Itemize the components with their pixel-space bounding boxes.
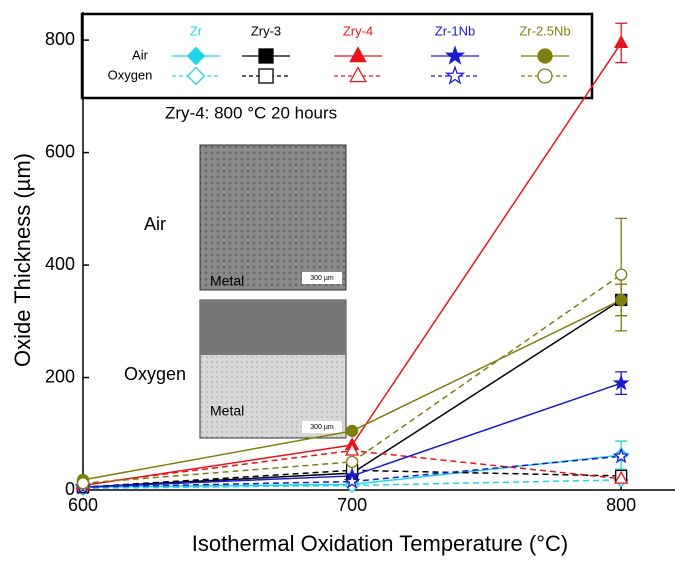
x-tick-label: 800: [606, 495, 636, 515]
marker: [350, 48, 365, 62]
marker: [350, 68, 365, 82]
marker: [538, 69, 552, 83]
oxide-layer: [200, 300, 346, 355]
marker: [259, 69, 273, 83]
legend-label: Zry-4: [343, 23, 373, 38]
y-tick-label: 600: [45, 141, 75, 161]
marker: [347, 456, 358, 467]
marker: [616, 269, 627, 280]
legend-row-label: Oxygen: [108, 67, 153, 82]
chart: 6007008000200400600800Isothermal Oxidati…: [0, 0, 675, 558]
marker: [78, 478, 89, 489]
inset-label: Oxygen: [124, 364, 186, 384]
legend-label: Zr-1Nb: [435, 23, 475, 38]
x-tick-label: 700: [337, 495, 367, 515]
marker: [447, 47, 464, 63]
legend-label: Zry-3: [251, 23, 281, 38]
x-axis-label: Isothermal Oxidation Temperature (°C): [192, 531, 568, 556]
y-tick-label: 400: [45, 254, 75, 274]
legend-label: Zr-2.5Nb: [519, 23, 570, 38]
y-axis-label: Oxide Thickness (µm): [10, 153, 35, 367]
marker: [188, 48, 205, 65]
marker: [447, 67, 464, 83]
y-tick-label: 200: [45, 366, 75, 386]
marker: [347, 425, 358, 436]
marker: [188, 68, 205, 85]
series-line: [83, 43, 621, 486]
legend-row-label: Air: [132, 47, 149, 62]
scale-label: 300 µm: [310, 275, 334, 282]
marker: [259, 49, 273, 63]
marker: [538, 49, 552, 63]
annotation: Zry-4: 800 °C 20 hours: [165, 103, 337, 122]
y-tick-label: 0: [65, 479, 75, 499]
legend-label: Zr: [190, 23, 203, 38]
scale-label: 300 µm: [310, 424, 334, 431]
micrograph-air: [200, 145, 346, 290]
y-tick-label: 800: [45, 29, 75, 49]
marker: [615, 36, 627, 47]
inset-metal: Metal: [210, 403, 244, 419]
inset-metal: Metal: [210, 273, 244, 289]
inset-label: Air: [144, 214, 166, 234]
